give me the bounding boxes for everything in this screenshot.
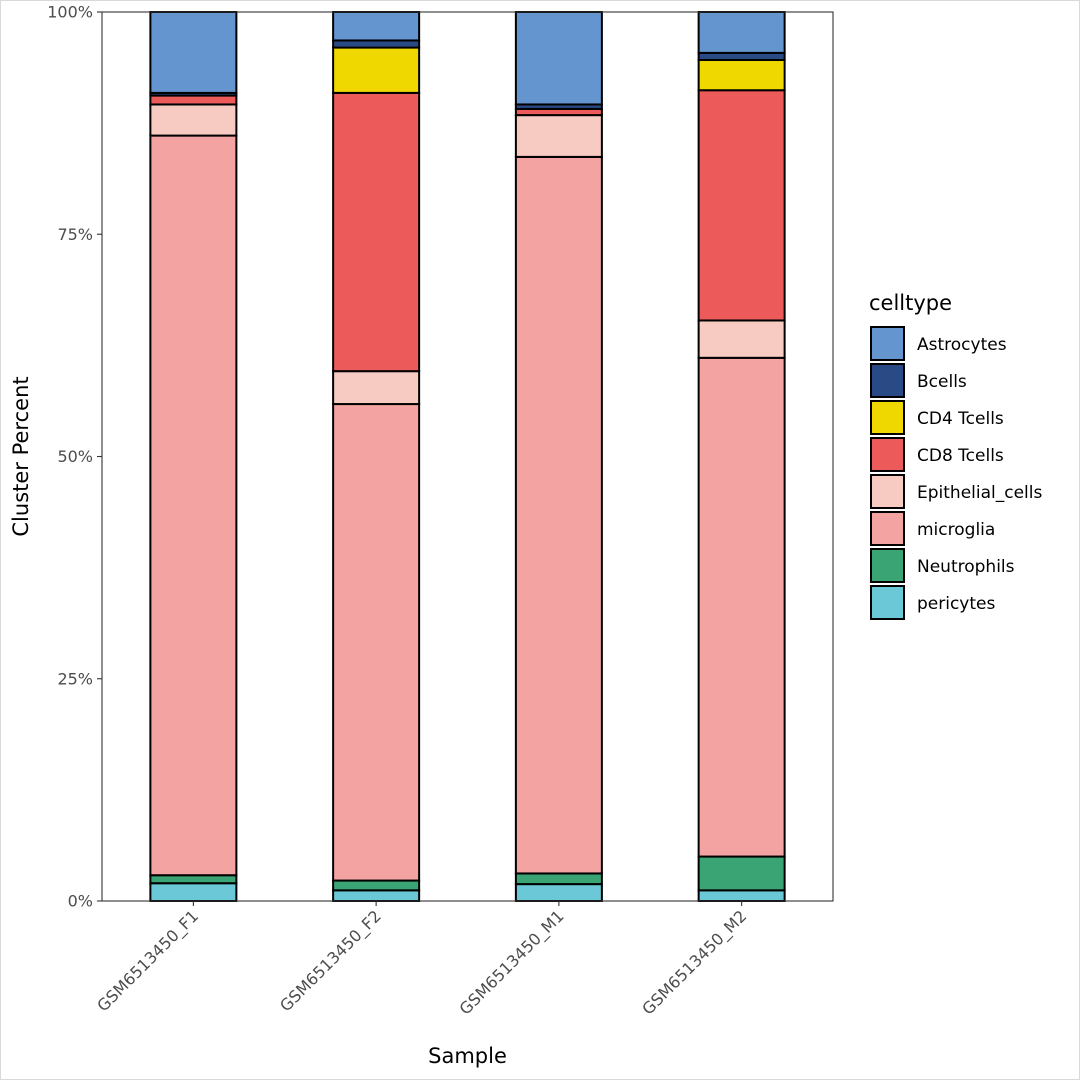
bar-segment (697, 889, 786, 903)
y-tick-label: 100% (47, 3, 93, 22)
bar-segment (332, 879, 421, 892)
bar-segment (149, 874, 238, 885)
bar-segment (332, 91, 421, 373)
bar-segment (697, 51, 786, 61)
y-axis-title: Cluster Percent (9, 376, 33, 536)
bar-segment (149, 94, 238, 106)
bar-segment (514, 11, 603, 106)
bar-segment (697, 356, 786, 858)
legend-key (870, 511, 905, 546)
legend-label: Astrocytes (917, 335, 1007, 355)
bars-group (149, 11, 786, 903)
legend-key (870, 363, 905, 398)
bar-segment (697, 59, 786, 92)
legend-label: CD8 Tcells (917, 446, 1004, 466)
bar-segment (149, 882, 238, 902)
legend-label: microglia (917, 520, 995, 540)
legend-label: Epithelial_cells (917, 483, 1042, 503)
y-tick-label: 0% (68, 892, 93, 911)
legend-label: pericytes (917, 594, 995, 614)
legend-key (870, 474, 905, 509)
legend-label: CD4 Tcells (917, 409, 1004, 429)
bar-segment (514, 872, 603, 886)
bar-segment (332, 370, 421, 406)
legend-key (870, 326, 905, 361)
bar-segment (514, 114, 603, 158)
x-axis-title: Sample (428, 1044, 507, 1068)
bar-segment (149, 11, 238, 94)
bar-segment (332, 46, 421, 94)
legend-label: Bcells (917, 372, 967, 392)
legend-key (870, 437, 905, 472)
bar-segment (697, 89, 786, 322)
y-tick-label: 75% (57, 225, 93, 244)
bar-segment (697, 319, 786, 359)
bar-segment (514, 155, 603, 875)
legend-key (870, 548, 905, 583)
bar-segment (332, 889, 421, 903)
bar-segment (332, 11, 421, 42)
bar-segment (332, 403, 421, 882)
legend: celltype Astrocytes Bcells CD4 Tcells CD8 Tc… (869, 291, 1042, 620)
legend-key (870, 585, 905, 620)
bar-segment (149, 103, 238, 137)
bar-segment (332, 39, 421, 49)
y-tick-label: 25% (57, 669, 93, 688)
bar-segment (697, 855, 786, 892)
bar-segment (514, 883, 603, 902)
legend-key (870, 400, 905, 435)
bar-segment (149, 134, 238, 877)
legend-label: Neutrophils (917, 557, 1015, 577)
y-tick-label: 50% (57, 447, 93, 466)
legend-title: celltype (869, 291, 952, 315)
bar-segment (697, 11, 786, 54)
